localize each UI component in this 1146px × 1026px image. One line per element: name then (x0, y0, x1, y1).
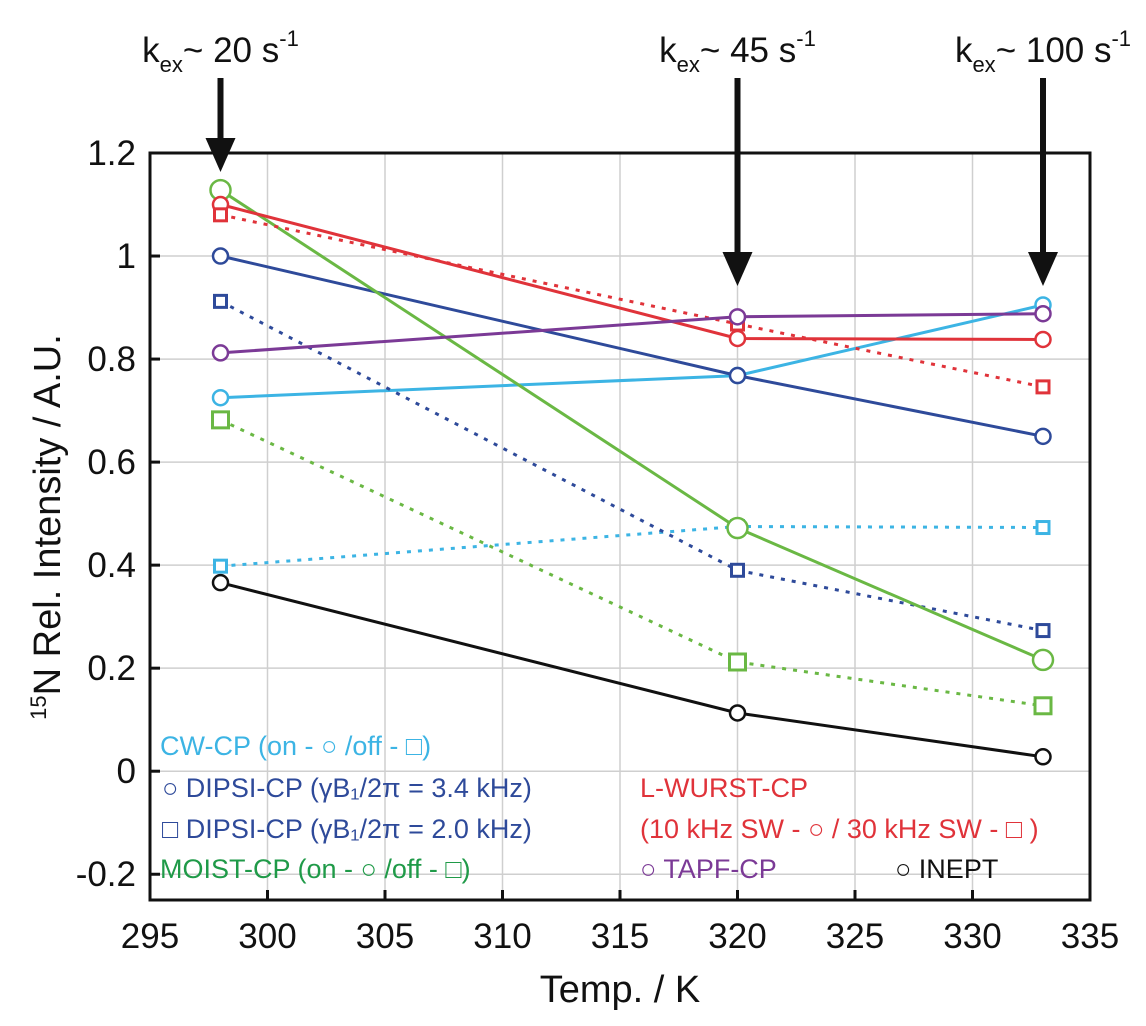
data-point-lwurst_10 (728, 329, 747, 348)
y-tick-label: 0.4 (87, 546, 136, 585)
series-tapf (211, 304, 1052, 362)
x-tick-label: 335 (1061, 917, 1119, 956)
x-tick-label: 325 (826, 917, 884, 956)
y-axis-title-superscript: 15 (26, 695, 51, 719)
series-layer (209, 178, 1055, 766)
kex-annotation: kex~ 20 s-1 (142, 26, 299, 172)
svg-text:15N Rel. Intensity / A.U.: 15N Rel. Intensity / A.U. (26, 334, 69, 720)
data-point-dipsi_20 (213, 293, 228, 309)
y-tick-label: 1 (117, 237, 136, 276)
data-point-cw_off (1035, 520, 1051, 536)
legend: CW-CP (on - ○ /off - □) ○ DIPSI-CP (γB₁/… (160, 731, 1039, 884)
series-lwurst_10 (211, 195, 1052, 349)
y-axis-title-text: N Rel. Intensity / A.U. (27, 334, 69, 695)
series-moist_on (209, 178, 1055, 672)
x-tick-label: 305 (356, 917, 414, 956)
arrow-head (722, 252, 753, 286)
data-point-lwurst_30 (213, 207, 228, 223)
legend-inept: ○ INEPT (895, 854, 998, 884)
series-line-cw_off (220, 524, 1044, 568)
series-line-moist_off (219, 418, 1044, 708)
data-point-dipsi_34 (1034, 427, 1052, 446)
data-point-moist_off (728, 652, 747, 672)
kex-annotation: kex~ 45 s-1 (659, 26, 816, 286)
data-point-tapf (728, 308, 747, 326)
y-tick-label: -0.2 (76, 855, 136, 894)
data-point-lwurst_10 (1034, 330, 1052, 349)
legend-dipsi-34: ○ DIPSI-CP (γB₁/2π = 3.4 kHz) (162, 773, 532, 803)
data-point-dipsi_34 (728, 366, 747, 385)
kex-label: kex~ 45 s-1 (659, 26, 816, 77)
data-point-moist_off (211, 410, 230, 430)
x-tick-label: 300 (238, 917, 296, 956)
arrow-head (1028, 252, 1058, 286)
series-moist_off (211, 410, 1053, 716)
series-line-dipsi_34 (220, 254, 1044, 438)
y-tick-label: 0.2 (87, 649, 136, 688)
legend-moist: MOIST-CP (on - ○ /off - □) (160, 854, 471, 884)
data-point-lwurst_30 (1035, 379, 1051, 395)
x-tick-label: 330 (943, 917, 1001, 956)
y-axis-title: 15N Rel. Intensity / A.U. (26, 334, 69, 720)
legend-dipsi-20: □ DIPSI-CP (γB₁/2π = 2.0 kHz) (162, 814, 532, 844)
tick-labels: 295 300 305 310 315 320 325 330 335 -0.2 0 0.2 0.4 0.… (76, 134, 1120, 956)
x-axis-title: Temp. / K (540, 969, 701, 1011)
x-tick-label: 310 (473, 917, 531, 956)
x-tick-label: 295 (121, 917, 179, 956)
data-point-dipsi_34 (211, 247, 230, 265)
data-point-moist_on (726, 516, 749, 540)
data-point-moist_on (1031, 648, 1055, 672)
data-point-inept (211, 573, 230, 592)
kex-label: kex~ 100 s-1 (955, 26, 1131, 77)
series-dipsi_34 (211, 247, 1052, 446)
x-tick-label: 315 (591, 917, 649, 956)
x-tick-label: 320 (708, 917, 766, 956)
arrow-head (205, 138, 236, 172)
data-point-tapf (1034, 304, 1052, 323)
data-point-dipsi_20 (730, 562, 745, 578)
legend-lwurst-title: L-WURST-CP (640, 773, 808, 803)
series-line-lwurst_30 (220, 213, 1044, 389)
y-tick-label: 0.8 (87, 340, 136, 379)
data-point-inept (1034, 748, 1052, 766)
legend-lwurst-detail: (10 kHz SW - ○ / 30 kHz SW - □ ) (640, 814, 1039, 844)
series-line-moist_on (219, 188, 1044, 662)
data-point-tapf (211, 344, 230, 362)
y-tick-label: 0.6 (87, 443, 136, 482)
kex-label: kex~ 20 s-1 (142, 26, 299, 77)
kex-annotation: kex~ 100 s-1 (955, 26, 1131, 286)
annotations: kex~ 20 s-1 kex~ 45 s-1 kex~ 100 s-1 (142, 26, 1131, 286)
series-inept (211, 573, 1052, 766)
y-tick-label: 0 (117, 752, 136, 791)
data-point-cw_on (211, 388, 230, 407)
series-dipsi_20 (213, 293, 1051, 639)
data-point-moist_off (1033, 696, 1053, 716)
y-tick-label: 1.2 (87, 134, 136, 173)
data-point-dipsi_20 (1035, 623, 1051, 639)
legend-tapf: ○ TAPF-CP (640, 854, 777, 884)
data-point-inept (728, 704, 747, 722)
legend-cw: CW-CP (on - ○ /off - □) (160, 731, 431, 761)
data-point-cw_off (213, 558, 228, 574)
